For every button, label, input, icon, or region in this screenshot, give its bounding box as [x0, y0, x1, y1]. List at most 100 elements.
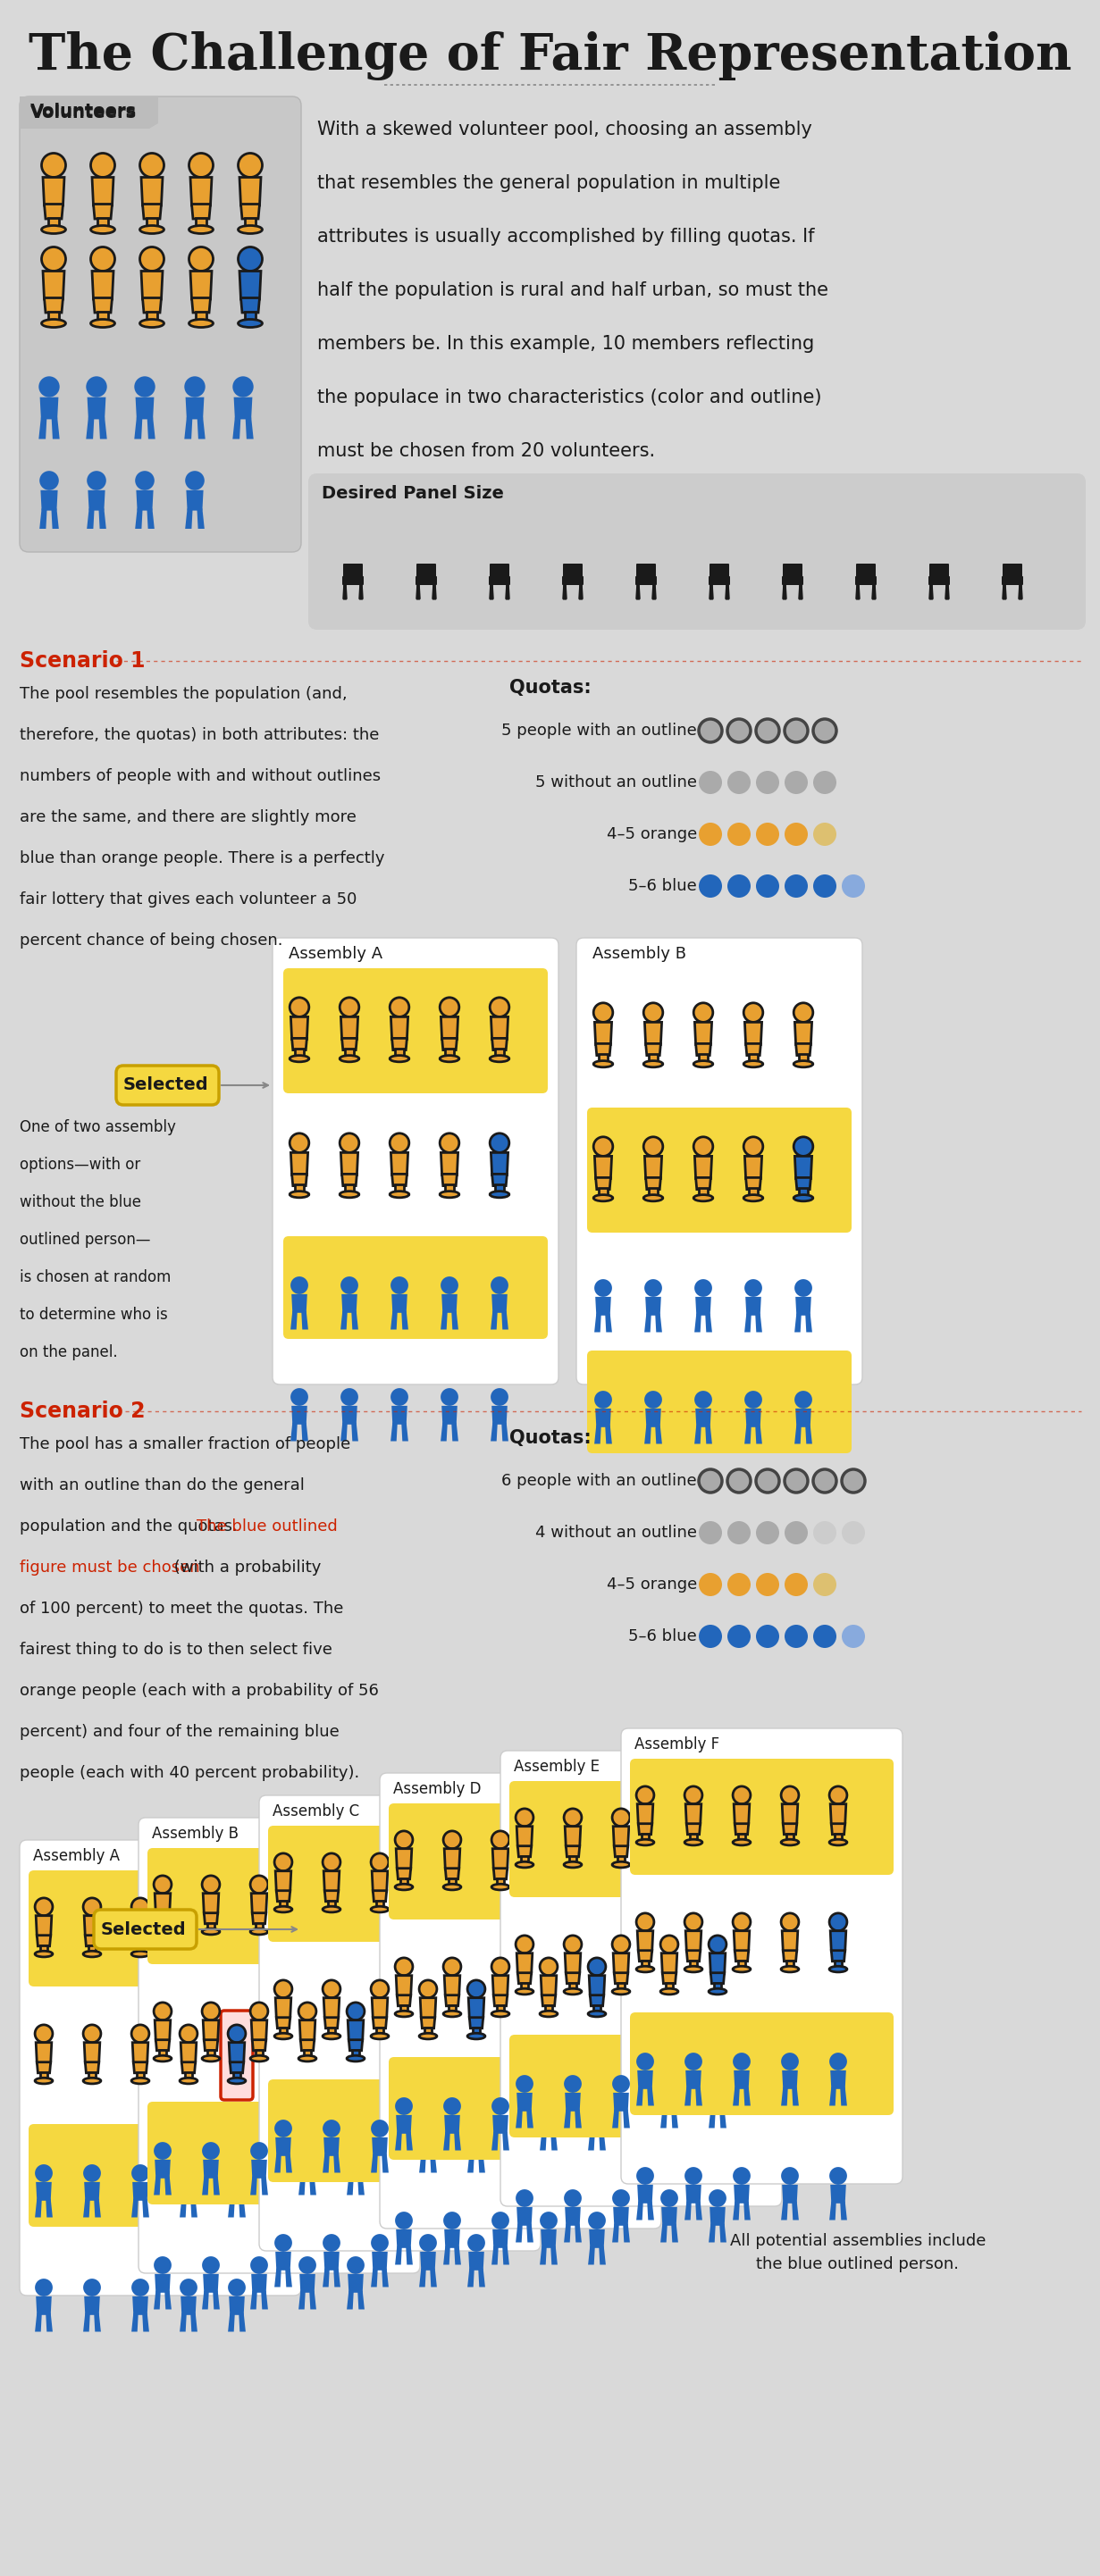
Circle shape — [594, 1280, 612, 1296]
Polygon shape — [588, 2228, 605, 2249]
Polygon shape — [132, 2182, 148, 2200]
Ellipse shape — [594, 1061, 613, 1066]
Circle shape — [781, 2053, 799, 2071]
FancyBboxPatch shape — [698, 1188, 707, 1195]
Ellipse shape — [684, 1965, 702, 1973]
Polygon shape — [705, 1314, 712, 1332]
FancyBboxPatch shape — [376, 2027, 384, 2032]
Ellipse shape — [419, 1906, 437, 1911]
Polygon shape — [830, 2184, 846, 2202]
FancyBboxPatch shape — [255, 1922, 263, 1929]
Polygon shape — [285, 2154, 293, 2172]
Circle shape — [443, 2213, 461, 2228]
Text: 4–5 orange: 4–5 orange — [606, 827, 697, 842]
Polygon shape — [645, 1425, 651, 1445]
Polygon shape — [182, 1935, 196, 1945]
Text: figure must be chosen: figure must be chosen — [20, 1558, 200, 1577]
Circle shape — [341, 1388, 359, 1406]
FancyBboxPatch shape — [636, 564, 656, 577]
FancyBboxPatch shape — [690, 1834, 697, 1839]
Polygon shape — [371, 2154, 377, 2172]
Polygon shape — [191, 299, 210, 312]
FancyBboxPatch shape — [630, 1759, 893, 1875]
FancyBboxPatch shape — [690, 1960, 697, 1965]
Polygon shape — [372, 1999, 387, 2020]
Polygon shape — [596, 1043, 610, 1056]
Polygon shape — [228, 2313, 234, 2331]
Polygon shape — [299, 2159, 316, 2179]
Circle shape — [238, 152, 262, 178]
Polygon shape — [180, 2295, 197, 2316]
Circle shape — [251, 2143, 268, 2159]
Circle shape — [645, 1391, 662, 1409]
FancyBboxPatch shape — [196, 216, 207, 227]
Ellipse shape — [660, 1989, 678, 1994]
Polygon shape — [372, 1870, 387, 1891]
Polygon shape — [275, 2251, 292, 2269]
Polygon shape — [197, 507, 205, 528]
Polygon shape — [419, 2269, 426, 2287]
Polygon shape — [443, 2246, 450, 2264]
Polygon shape — [142, 2313, 150, 2331]
Polygon shape — [251, 2020, 267, 2040]
Polygon shape — [275, 2138, 292, 2156]
Ellipse shape — [613, 1862, 630, 1868]
Polygon shape — [613, 2092, 629, 2112]
FancyBboxPatch shape — [328, 1901, 335, 1906]
Circle shape — [781, 2166, 799, 2184]
Polygon shape — [85, 2043, 100, 2063]
Ellipse shape — [829, 1839, 847, 1844]
FancyBboxPatch shape — [147, 2102, 411, 2205]
Polygon shape — [542, 1996, 556, 2007]
Ellipse shape — [443, 2012, 461, 2017]
Ellipse shape — [274, 1906, 293, 1911]
Text: percent) and four of the remaining blue: percent) and four of the remaining blue — [20, 1723, 339, 1739]
Polygon shape — [382, 2154, 388, 2172]
Polygon shape — [686, 1824, 701, 1834]
Text: The Challenge of Fair Representation: The Challenge of Fair Representation — [29, 31, 1071, 80]
Ellipse shape — [238, 227, 262, 234]
Circle shape — [322, 1852, 340, 1870]
Circle shape — [38, 376, 59, 397]
Circle shape — [756, 1625, 779, 1649]
Circle shape — [140, 247, 164, 270]
Circle shape — [756, 822, 779, 845]
Text: to determine who is: to determine who is — [20, 1306, 168, 1324]
Polygon shape — [710, 2092, 725, 2112]
FancyBboxPatch shape — [376, 1901, 384, 1906]
Polygon shape — [322, 2269, 330, 2287]
Polygon shape — [830, 2071, 846, 2089]
FancyBboxPatch shape — [544, 1878, 552, 1883]
Polygon shape — [491, 1422, 497, 1440]
Polygon shape — [373, 1891, 387, 1901]
Polygon shape — [276, 1891, 290, 1901]
Polygon shape — [794, 1425, 802, 1445]
FancyBboxPatch shape — [649, 1054, 658, 1061]
Circle shape — [185, 471, 205, 489]
Polygon shape — [203, 2020, 219, 2040]
Text: Selected: Selected — [100, 1922, 186, 1937]
Circle shape — [202, 2257, 220, 2275]
Ellipse shape — [322, 2032, 340, 2040]
Polygon shape — [290, 1151, 308, 1175]
Text: Scenario 2: Scenario 2 — [20, 1401, 145, 1422]
FancyBboxPatch shape — [855, 577, 877, 585]
Circle shape — [289, 1133, 309, 1151]
Polygon shape — [638, 1950, 652, 1960]
FancyBboxPatch shape — [295, 1185, 304, 1190]
Polygon shape — [590, 1868, 604, 1878]
Circle shape — [492, 2213, 509, 2228]
Polygon shape — [420, 2138, 436, 2156]
Polygon shape — [371, 2269, 377, 2287]
Polygon shape — [590, 1996, 604, 2007]
Polygon shape — [502, 1422, 508, 1440]
FancyBboxPatch shape — [783, 564, 802, 577]
Polygon shape — [781, 2087, 788, 2105]
Polygon shape — [406, 2246, 412, 2264]
Polygon shape — [186, 397, 205, 420]
Polygon shape — [647, 2087, 654, 2105]
Ellipse shape — [251, 1929, 268, 1935]
Polygon shape — [595, 1023, 612, 1046]
Circle shape — [613, 2190, 630, 2208]
Circle shape — [389, 997, 409, 1018]
